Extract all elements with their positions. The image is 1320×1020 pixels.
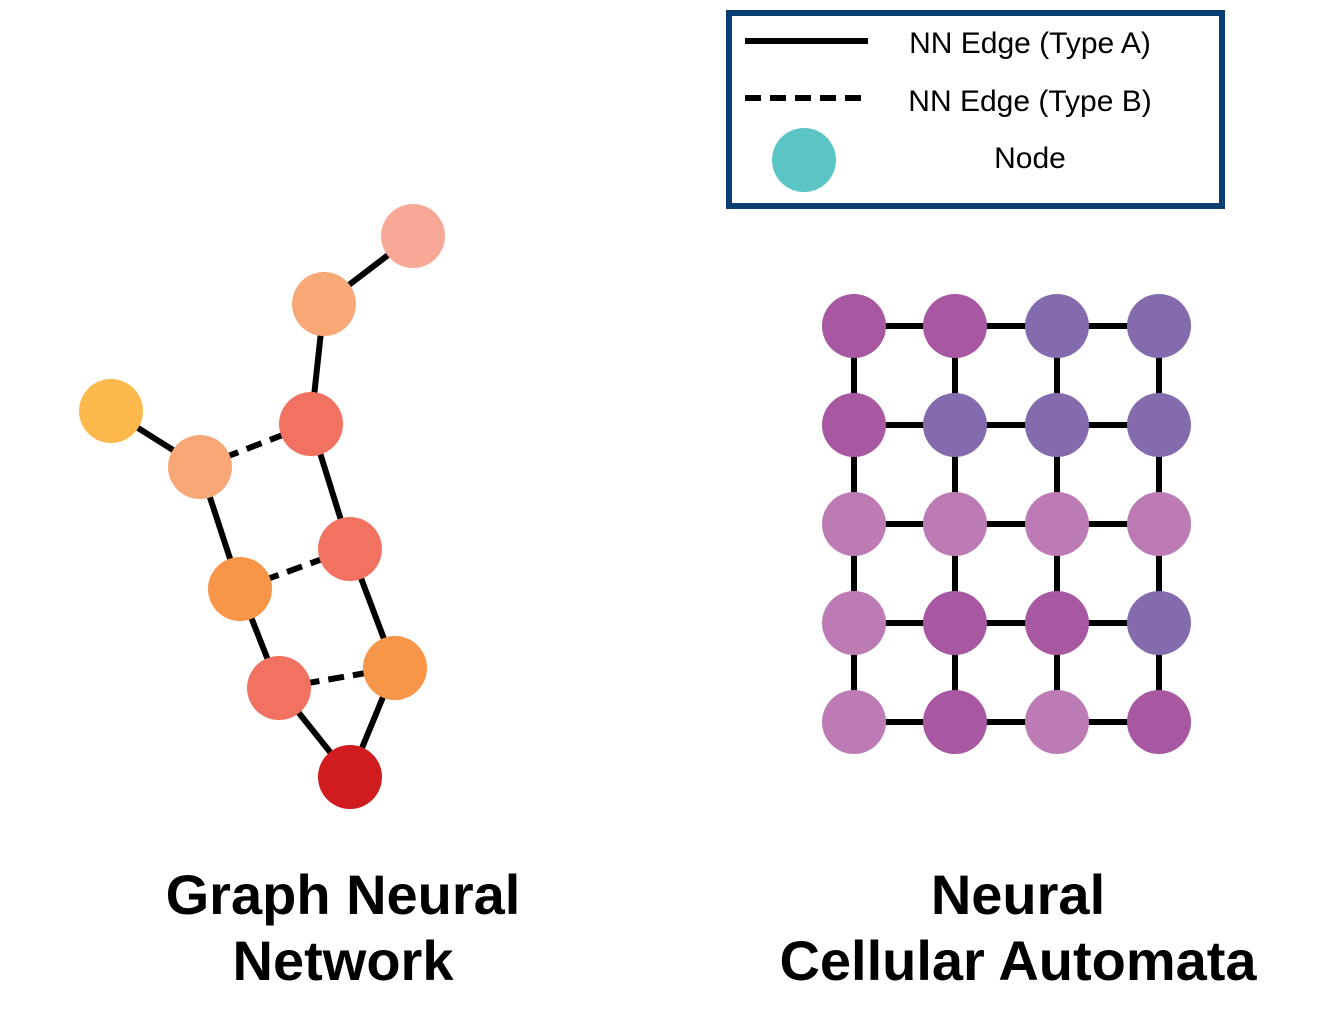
legend: NN Edge (Type A) NN Edge (Type B) Node <box>726 10 1225 209</box>
nca-node <box>1025 294 1089 358</box>
gnn-node <box>168 435 232 499</box>
nca-nodes <box>822 294 1191 754</box>
gnn-node <box>247 656 311 720</box>
nca-node <box>1025 393 1089 457</box>
nca-title-line-2: Cellular Automata <box>779 929 1257 992</box>
legend-node-symbol <box>772 128 836 192</box>
gnn-nodes <box>79 204 445 809</box>
gnn-node <box>292 272 356 336</box>
gnn-edge-type-b <box>238 546 352 592</box>
nca-node <box>1025 591 1089 655</box>
nca-title-line-1: Neural <box>930 863 1106 926</box>
nca-node <box>923 294 987 358</box>
nca-node <box>822 591 886 655</box>
nca-node <box>822 294 886 358</box>
nca-node <box>923 393 987 457</box>
gnn-title: Graph Neural Network <box>93 862 593 994</box>
gnn-node <box>318 517 382 581</box>
gnn-node <box>79 379 143 443</box>
legend-label-type-b: NN Edge (Type B) <box>908 85 1151 118</box>
nca-node <box>1025 492 1089 556</box>
gnn-edge-type-b <box>278 665 396 691</box>
nca-node <box>1127 591 1191 655</box>
nca-node <box>1127 690 1191 754</box>
legend-label-node: Node <box>994 142 1066 175</box>
nca-node <box>1127 492 1191 556</box>
nca-node <box>923 690 987 754</box>
nca-node <box>822 690 886 754</box>
nca-node <box>1025 690 1089 754</box>
gnn-node <box>381 204 445 268</box>
gnn-edge-type-b <box>198 421 313 470</box>
nca-node <box>822 492 886 556</box>
gnn-node <box>208 557 272 621</box>
nca-node <box>1127 294 1191 358</box>
gnn-node <box>318 745 382 809</box>
gnn-node <box>279 392 343 456</box>
nca-node <box>923 591 987 655</box>
legend-label-type-a: NN Edge (Type A) <box>909 27 1151 60</box>
nca-node <box>822 393 886 457</box>
nca-node <box>1127 393 1191 457</box>
gnn-title-line-2: Network <box>232 929 454 992</box>
gnn-title-line-1: Graph Neural <box>165 863 521 926</box>
nca-title: Neural Cellular Automata <box>718 862 1318 994</box>
gnn-node <box>363 636 427 700</box>
nca-edges <box>851 323 1162 725</box>
nca-node <box>923 492 987 556</box>
